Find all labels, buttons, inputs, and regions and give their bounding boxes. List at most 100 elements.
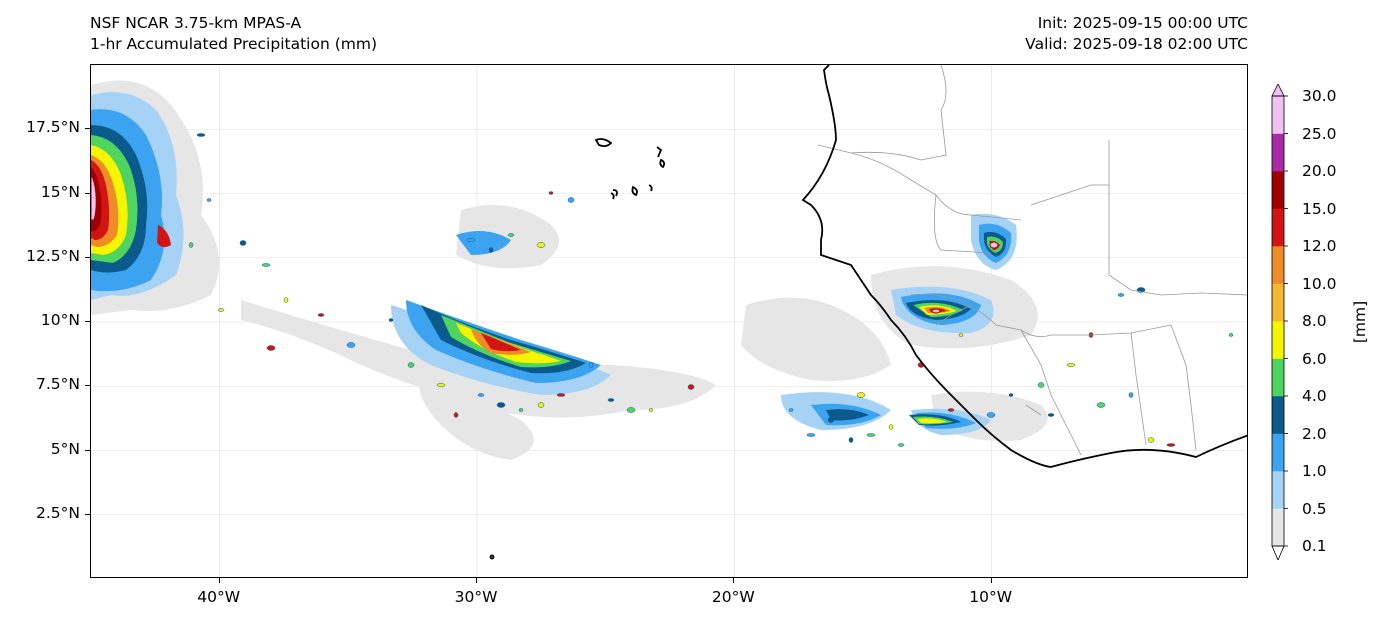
colorbar-extend-max: [1271, 84, 1285, 97]
y-tick-mark: [85, 321, 90, 322]
precip-cell: [866, 433, 876, 437]
field-title: 1-hr Accumulated Precipitation (mm): [90, 35, 377, 53]
precip-cell: [407, 362, 415, 368]
colorbar-band: [1272, 246, 1284, 284]
colorbar-band: [1272, 433, 1284, 472]
precip-cell: [206, 198, 212, 202]
y-tick-mark: [85, 513, 90, 515]
coastline: [489, 65, 1247, 560]
precip-cell: [687, 384, 695, 390]
colorbar-band: [1272, 283, 1284, 322]
colorbar-band: [1272, 96, 1284, 134]
colorbar-band: [1272, 358, 1284, 397]
precip-cell: [1008, 393, 1014, 397]
precipitation-field: [91, 80, 1234, 460]
x-tick-mark: [990, 578, 992, 583]
precip-cell: [453, 412, 459, 418]
precip-cell: [1066, 363, 1076, 367]
valid-time: Valid: 2025-09-18 02:00 UTC: [1025, 35, 1248, 53]
precip-cell: [388, 318, 394, 322]
precip-cell: [477, 393, 485, 397]
precip-cell: [536, 242, 546, 248]
colorbar-tick-label: 12.0: [1302, 237, 1337, 255]
y-tick-label: 15°N: [40, 182, 80, 201]
colorbar-tick-label: 6.0: [1302, 349, 1327, 368]
precip-cell: [217, 308, 225, 312]
x-tick-label: 30°W: [454, 588, 498, 606]
country-borders: [817, 65, 1247, 456]
precip-cell: [346, 342, 356, 348]
precip-cell: [806, 433, 816, 437]
precip-cell: [1117, 293, 1125, 297]
colorbar-band: [1272, 321, 1284, 359]
colorbar-band: [1272, 508, 1284, 547]
precip-cell: [958, 333, 964, 337]
colorbar-tick-label: 0.1: [1302, 537, 1327, 555]
x-tick-mark: [476, 578, 477, 583]
colorbar-tick-label: 25.0: [1302, 124, 1337, 143]
precip-cell: [788, 408, 794, 412]
precip-cell: [856, 392, 866, 398]
colorbar-tick-label: 4.0: [1302, 387, 1327, 405]
y-tick-label: 7.5°N: [36, 375, 80, 394]
x-tick-label: 40°W: [197, 588, 241, 606]
precip-cell: [1166, 443, 1176, 447]
precip-cell: [1147, 437, 1155, 443]
colorbar-tick-label: 2.0: [1302, 424, 1327, 443]
precip-cell: [283, 297, 289, 303]
y-tick-mark: [85, 192, 90, 194]
precip-cell: [466, 238, 476, 242]
precip-cell: [436, 383, 446, 387]
y-tick-mark: [85, 449, 90, 451]
x-tick-mark: [733, 578, 735, 583]
y-tick-mark: [85, 256, 90, 258]
colorbar-band: [1272, 396, 1284, 434]
figure-title-left: NSF NCAR 3.75-km MPAS-A 1-hr Accumulated…: [90, 13, 377, 55]
colorbar-unit-label: [mm]: [1351, 300, 1369, 344]
colorbar-tick-label: 30.0: [1302, 87, 1337, 105]
colorbar-tick-label: 15.0: [1302, 199, 1337, 218]
y-tick-label: 12.5°N: [26, 246, 80, 265]
colorbar: [1271, 84, 1288, 560]
precip-cell: [648, 408, 654, 412]
map-panel: [90, 64, 1248, 578]
colorbar-tick-label: 20.0: [1302, 162, 1337, 180]
init-time: Init: 2025-09-15 00:00 UTC: [1037, 14, 1248, 32]
precip-cell: [607, 398, 615, 402]
precip-cell: [986, 412, 996, 418]
colorbar-tick-label: 10.0: [1302, 274, 1337, 293]
precip-cell: [1037, 382, 1045, 388]
y-tick-label: 2.5°N: [36, 503, 80, 522]
colorbar-tick-label: 0.5: [1302, 499, 1327, 518]
precip-cell: [261, 263, 271, 267]
precip-cell: [507, 233, 515, 237]
precip-cell: [556, 393, 566, 397]
colorbar-tick-label: 8.0: [1302, 312, 1327, 330]
figure-title-right: Init: 2025-09-15 00:00 UTC Valid: 2025-0…: [1025, 13, 1248, 55]
y-tick-mark: [85, 385, 90, 387]
precip-cell: [317, 313, 325, 317]
precip-cell: [518, 408, 524, 412]
colorbar-band: [1272, 471, 1284, 509]
precip-cell: [239, 240, 247, 246]
precip-cell: [1096, 402, 1106, 408]
precip-cell: [848, 437, 854, 443]
y-tick-label: 17.5°N: [26, 118, 80, 137]
precip-cell: [626, 407, 636, 413]
colorbar-band: [1272, 208, 1284, 247]
x-tick-mark: [218, 578, 220, 583]
x-tick-label: 20°W: [711, 588, 755, 606]
precip-cell: [537, 402, 545, 408]
precip-cell: [188, 242, 194, 248]
precip-cell: [567, 197, 575, 203]
precip-cell: [1228, 333, 1234, 337]
model-title: NSF NCAR 3.75-km MPAS-A: [90, 14, 302, 32]
precip-cell: [1047, 413, 1055, 417]
precip-cell: [888, 424, 894, 430]
precip-cell: [196, 133, 206, 137]
colorbar-extend-min: [1271, 545, 1285, 560]
precip-cell: [548, 191, 554, 195]
precip-cell: [1128, 392, 1134, 398]
colorbar-band: [1272, 133, 1284, 172]
precip-area-africa-west: [741, 297, 891, 381]
